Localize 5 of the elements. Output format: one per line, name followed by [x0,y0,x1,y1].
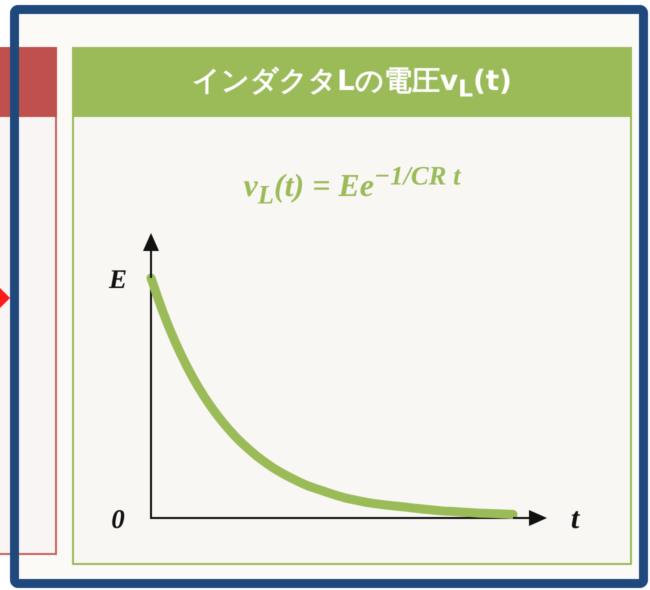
text: 0 [111,504,126,534]
text: E [108,264,128,294]
chart-title: インダクタLの電圧v$_{L}$(t) [192,62,512,102]
chart-subtitle: v$_{L}$(t) = Ee$^{−1/CR t}$ [243,160,460,210]
x-axis-title: t [570,502,581,535]
